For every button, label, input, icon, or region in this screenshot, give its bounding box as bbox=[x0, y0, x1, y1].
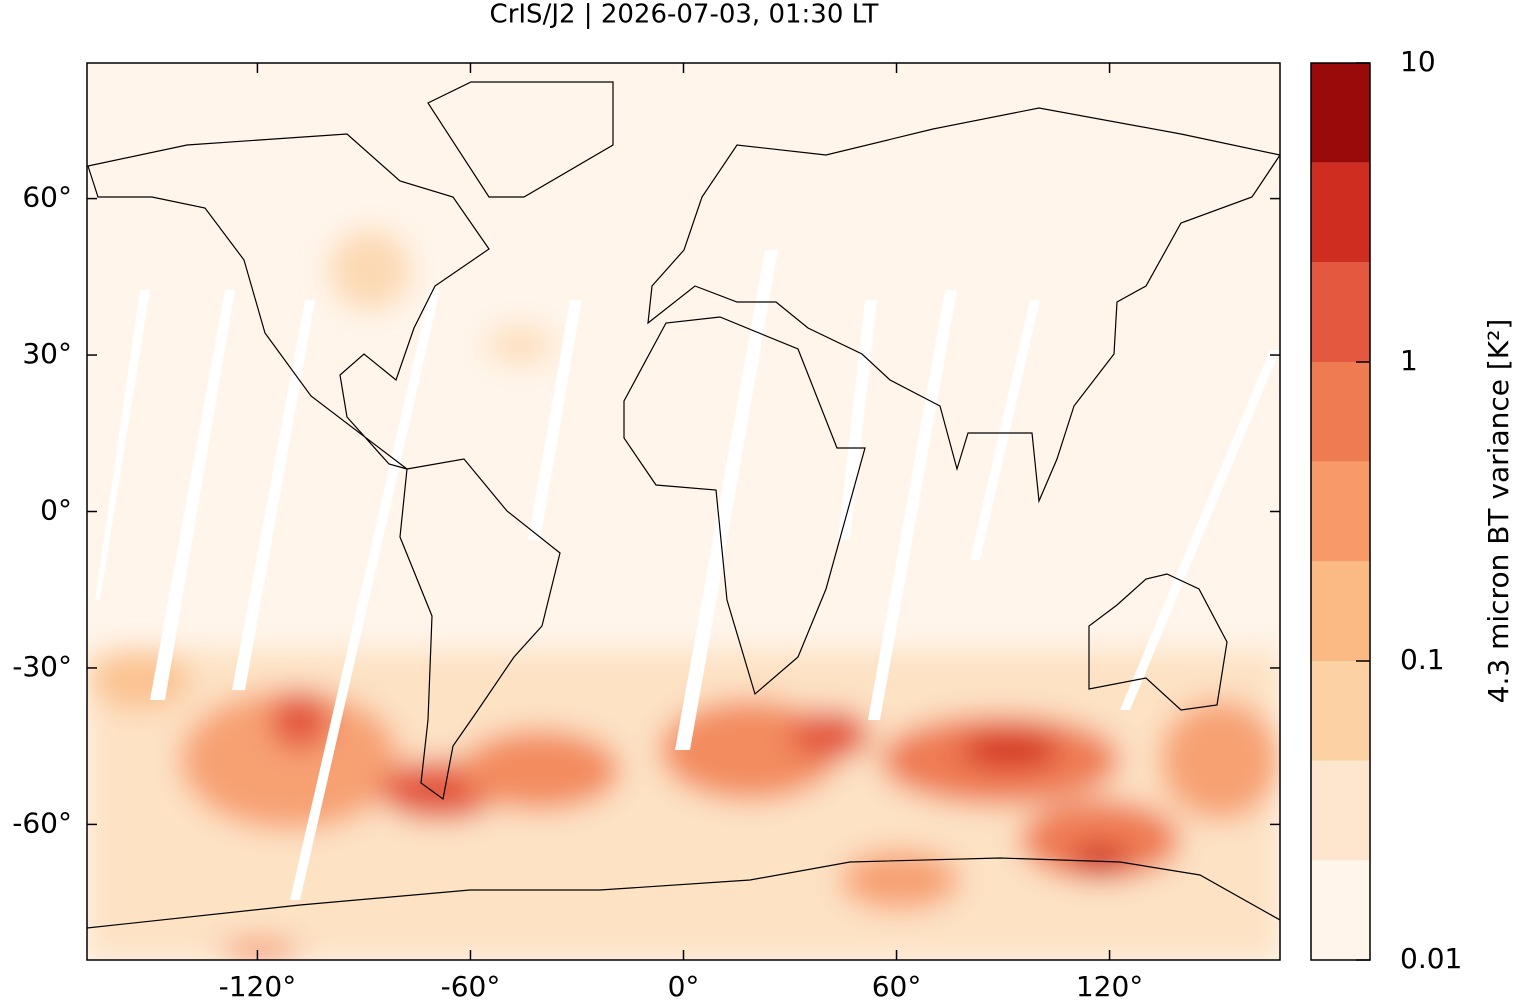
colorbar-tick-label: 0.01 bbox=[1400, 942, 1462, 975]
colorbar-bin bbox=[1311, 362, 1370, 462]
colorbar-bin bbox=[1311, 760, 1370, 861]
x-tick-label: 120° bbox=[1076, 970, 1143, 1002]
x-tick-label: 0° bbox=[668, 970, 700, 1002]
colorbar-bin bbox=[1311, 63, 1370, 163]
y-tick-label: -60° bbox=[12, 806, 72, 839]
y-tick-label: 0° bbox=[40, 494, 72, 527]
colorbar-bin bbox=[1311, 661, 1370, 761]
x-tick-label: 60° bbox=[872, 970, 922, 1002]
coastlines bbox=[87, 81, 1280, 929]
map-title: CrIS/J2 | 2026-07-03, 01:30 LT bbox=[490, 0, 879, 30]
colorbar-bin bbox=[1311, 162, 1370, 263]
colorbar-tick-label: 1 bbox=[1400, 344, 1418, 377]
x-tick-label: -120° bbox=[219, 970, 297, 1002]
colorbar-bin bbox=[1311, 860, 1370, 960]
y-tick-label: 60° bbox=[22, 181, 72, 214]
data-gaps bbox=[95, 250, 1280, 900]
colorbar-tick-label: 10 bbox=[1400, 45, 1436, 78]
x-tick-label: -60° bbox=[441, 970, 501, 1002]
map-area bbox=[87, 63, 1280, 960]
colorbar-frame bbox=[1310, 62, 1371, 961]
colorbar-bin bbox=[1311, 461, 1370, 562]
variance-field bbox=[87, 230, 1280, 960]
colorbar-tick-label: 0.1 bbox=[1400, 643, 1445, 676]
colorbar-bin bbox=[1311, 262, 1370, 362]
colorbar-bin bbox=[1311, 561, 1370, 661]
y-tick-label: -30° bbox=[12, 650, 72, 683]
y-tick-label: 30° bbox=[22, 337, 72, 370]
colorbar-label: 4.3 micron BT variance [K²] bbox=[1482, 319, 1515, 704]
